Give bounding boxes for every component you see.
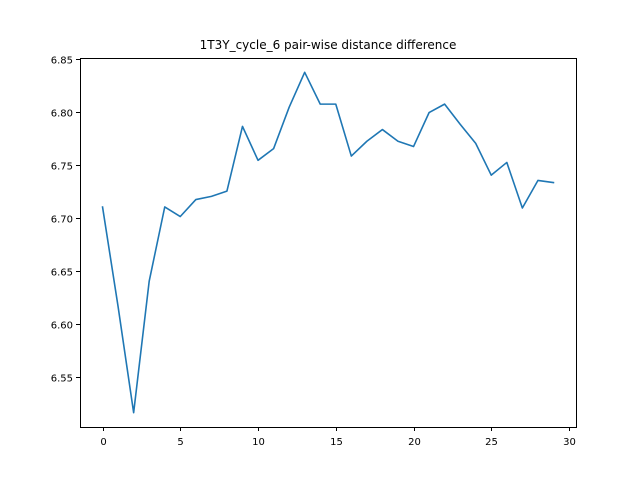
- y-axis: 6.55 6.60 6.65 6.70 6.75 6.80 6.85: [51, 56, 80, 385]
- y-tick-label: 6.75: [51, 162, 73, 173]
- y-tick-label: 6.85: [51, 56, 73, 67]
- y-tick-label: 6.65: [51, 268, 73, 279]
- x-axis: 0 5 10 15 20 25 30: [100, 427, 576, 448]
- x-tick-label: 20: [408, 437, 421, 448]
- x-tick-label: 0: [100, 437, 106, 448]
- x-tick-label: 25: [485, 437, 498, 448]
- x-tick-label: 5: [177, 437, 183, 448]
- y-tick-label: 6.70: [51, 215, 73, 226]
- x-tick-label: 30: [563, 437, 576, 448]
- y-tick-label: 6.55: [51, 374, 73, 385]
- plot-lines: [101, 71, 555, 414]
- chart-title: 1T3Y_cycle_6 pair-wise distance differen…: [200, 38, 457, 52]
- plot-frame: [80, 58, 577, 428]
- series-line: [101, 71, 555, 414]
- y-tick-label: 6.80: [51, 109, 73, 120]
- x-tick-label: 15: [330, 437, 343, 448]
- x-tick-label: 10: [252, 437, 265, 448]
- y-tick-label: 6.60: [51, 321, 73, 332]
